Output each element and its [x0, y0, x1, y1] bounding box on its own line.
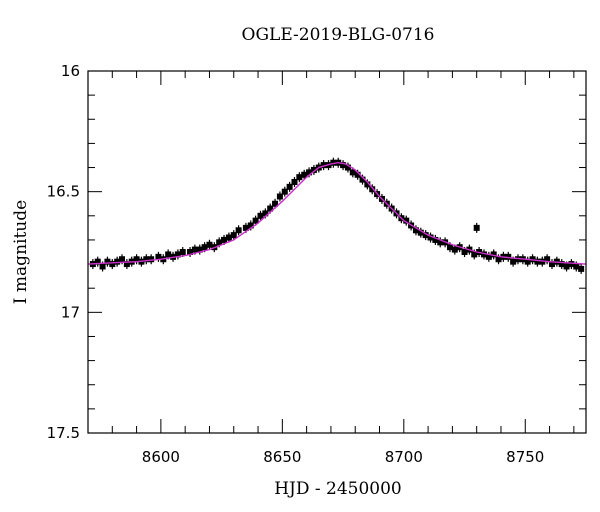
data-point: [230, 232, 237, 239]
data-point: [412, 227, 419, 234]
data-point: [364, 181, 371, 188]
data-point: [179, 249, 186, 255]
chart-title: OGLE-2019-BLG-0716: [242, 25, 435, 45]
y-tick-label: 16: [61, 62, 80, 80]
data-point: [286, 183, 293, 190]
data-point: [174, 251, 181, 258]
data-point: [505, 253, 512, 260]
data-point: [221, 236, 228, 243]
data-point: [133, 256, 140, 263]
data-point: [422, 232, 429, 239]
data-point: [320, 162, 327, 169]
x-tick-label: 8750: [506, 448, 544, 466]
data-point: [206, 241, 213, 248]
data-point: [461, 249, 468, 255]
data-point: [267, 205, 274, 212]
data-point: [490, 251, 497, 258]
data-point: [451, 246, 458, 253]
data-point: [548, 261, 555, 268]
data-point: [235, 227, 242, 234]
data-point: [104, 258, 111, 265]
data-point: [524, 258, 531, 265]
data-point: [349, 169, 356, 176]
data-point: [187, 249, 194, 255]
plot-area: 8600 8650 8700 8750 16 16.5 17 17.5: [47, 62, 587, 466]
data-point: [359, 176, 366, 183]
data-point: [510, 258, 517, 265]
data-point: [281, 188, 288, 195]
data-point: [310, 166, 317, 173]
data-point: [123, 261, 130, 268]
data-point: [216, 239, 223, 246]
data-point: [578, 265, 585, 272]
x-tick-label: 8650: [263, 448, 301, 466]
data-point: [196, 246, 203, 253]
y-tick-label: 17: [61, 303, 80, 321]
data-point: [99, 263, 106, 270]
data-point: [403, 217, 410, 224]
data-point: [495, 256, 502, 263]
data-point: [471, 251, 478, 258]
data-point: [225, 234, 232, 241]
data-point: [529, 256, 536, 263]
data-point: [534, 258, 541, 265]
data-point: [544, 256, 551, 263]
data-point: [291, 179, 298, 186]
data-point: [432, 236, 439, 243]
y-axis-label: I magnitude: [11, 200, 31, 304]
data-point: [539, 258, 546, 265]
data-point: [257, 212, 264, 219]
data-point: [568, 261, 575, 268]
data-point: [191, 246, 198, 253]
y-tick-label: 16.5: [47, 183, 80, 201]
data-point: [165, 251, 172, 258]
plot-frame: [87, 70, 587, 434]
data-point: [480, 251, 487, 258]
data-point: [155, 253, 162, 260]
data-point: [446, 244, 453, 251]
data-point: [201, 244, 208, 251]
data-point: [272, 200, 279, 207]
data-point: [276, 193, 283, 200]
data-point: [340, 162, 347, 169]
data-point: [573, 263, 580, 270]
data-point: [427, 234, 434, 241]
x-axis-label: HJD - 2450000: [274, 479, 402, 499]
data-point: [242, 224, 249, 231]
data-point: [563, 263, 570, 270]
data-point: [344, 164, 351, 171]
data-point: [296, 174, 303, 181]
data-point: [473, 224, 480, 231]
data-point: [485, 253, 492, 260]
data-point: [417, 229, 424, 236]
data-point: [94, 258, 101, 265]
data-point: [114, 258, 121, 265]
data-point: [514, 256, 521, 263]
y-tick-label: 17.5: [47, 424, 80, 442]
data-point: [437, 239, 444, 246]
data-point: [119, 256, 126, 263]
data-point: [143, 256, 150, 263]
x-tick-label: 8600: [142, 448, 180, 466]
data-point: [306, 169, 313, 176]
data-point: [247, 222, 254, 229]
data-point: [262, 210, 269, 217]
x-tick-label: 8700: [385, 448, 423, 466]
data-point: [558, 261, 565, 268]
model-curve: [87, 162, 587, 265]
data-point: [354, 171, 361, 178]
data-point: [148, 256, 155, 263]
data-point: [369, 186, 376, 193]
data-point: [301, 171, 308, 178]
data-point: [252, 217, 259, 224]
data-point: [330, 159, 337, 166]
data-point: [109, 261, 116, 268]
